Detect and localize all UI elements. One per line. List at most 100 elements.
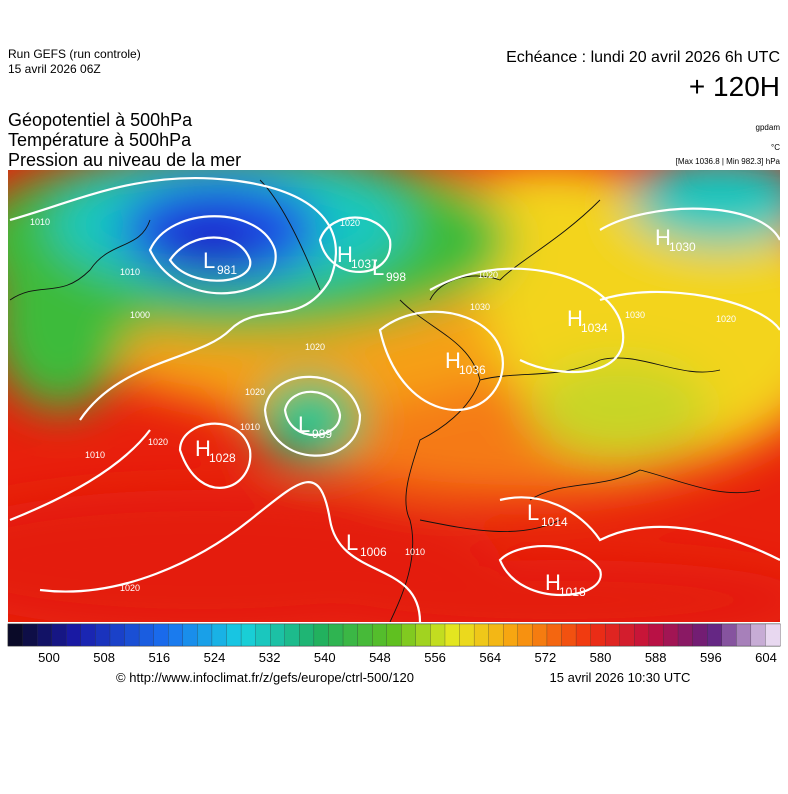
center-kind: L	[203, 248, 215, 273]
field: Géopotentiel à 500hPa	[8, 110, 193, 130]
field: Température à 500hPa	[8, 130, 192, 150]
unit: gpdam	[756, 123, 781, 132]
isobar-label: 1020	[716, 314, 736, 324]
colorbar-swatch	[444, 623, 461, 647]
colorbar-swatch	[270, 623, 286, 647]
colorbar-swatch	[284, 623, 300, 647]
colorbar-swatch	[546, 623, 563, 647]
colorbar-swatch	[415, 623, 432, 647]
center-value: 1018	[559, 585, 586, 599]
center-kind: L	[527, 500, 539, 525]
isobar-label: 1020	[245, 387, 265, 397]
center-value: 1006	[360, 545, 387, 559]
colorbar-swatch	[342, 623, 359, 647]
colorbar-swatch	[401, 623, 417, 647]
colorbar-swatch	[459, 623, 475, 647]
colorbar-tick-label: 532	[259, 650, 281, 665]
field: Pression au niveau de la mer	[8, 150, 241, 170]
colorbar-tick-label: 596	[700, 650, 722, 665]
colorbar-tick-label: 588	[645, 650, 667, 665]
run-date: 15 avril 2026 06Z	[8, 62, 101, 76]
colorbar-swatch	[7, 623, 24, 647]
center-value: 989	[312, 427, 332, 441]
isobar-label: 1010	[85, 450, 105, 460]
colorbar-tick-label: 500	[38, 650, 60, 665]
colorbar: 500 508 516 524 532 540 548 556 564 572 580 588 596 6…	[7, 623, 781, 665]
isobar-label: 1000	[130, 310, 150, 320]
colorbar-swatch	[430, 623, 446, 647]
colorbar-swatch	[153, 623, 169, 647]
center-kind: H	[655, 225, 671, 250]
colorbar-swatch	[168, 623, 184, 647]
isobar-label: 1010	[240, 422, 260, 432]
colorbar-swatch	[488, 623, 504, 647]
colorbar-swatch	[532, 623, 548, 647]
center-value: 1036	[459, 363, 486, 377]
center-value: 1028	[209, 451, 236, 465]
colorbar-swatch	[22, 623, 38, 647]
isobar-label: 1020	[148, 437, 168, 447]
center-value: 1014	[541, 515, 568, 529]
center-kind: H	[545, 570, 561, 595]
source: © http://www.infoclimat.fr/z/gefs/europe…	[116, 670, 414, 685]
colorbar-swatch	[36, 623, 53, 647]
isobar-label: 1010	[405, 547, 425, 557]
colorbar-swatch	[590, 623, 606, 647]
colorbar-swatch	[197, 623, 213, 647]
center-kind: H	[567, 306, 583, 331]
colorbar-swatch	[211, 623, 228, 647]
unit: [Max 1036.8 | Min 982.3] hPa	[676, 157, 781, 166]
center-value: 998	[386, 270, 406, 284]
colorbar-tick-label: 580	[590, 650, 612, 665]
run: Run GEFS (run controle)	[8, 47, 141, 61]
center-kind: L	[346, 530, 358, 555]
center-kind: H	[337, 242, 353, 267]
colorbar-tick-label: 516	[148, 650, 170, 665]
colorbar-tick-label: 556	[424, 650, 446, 665]
colorbar-tick-label: 572	[535, 650, 557, 665]
colorbar-swatch	[95, 623, 111, 647]
colorbar-swatch	[124, 623, 140, 647]
colorbar-swatch	[575, 623, 592, 647]
colorbar-tick-label: 564	[479, 650, 501, 665]
colorbar-tick-label: 548	[369, 650, 391, 665]
colorbar-swatch	[182, 623, 199, 647]
center-kind: H	[195, 436, 211, 461]
center-kind: L	[298, 412, 310, 437]
colorbar-swatch	[677, 623, 694, 647]
colorbar-swatch	[736, 623, 752, 647]
colorbar-swatch	[663, 623, 679, 647]
colorbar-swatch	[634, 623, 650, 647]
isobar-label: 1010	[120, 267, 140, 277]
colorbar-swatch	[51, 623, 67, 647]
colorbar-swatch	[765, 623, 781, 647]
center-kind: L	[372, 255, 384, 280]
colorbar-swatch	[80, 623, 97, 647]
colorbar-swatch	[240, 623, 257, 647]
colorbar-swatch	[372, 623, 388, 647]
center-value: 981	[217, 263, 237, 277]
center-kind: H	[445, 348, 461, 373]
colorbar-swatch	[517, 623, 534, 647]
map: 1010 1020 1000 1010 1020 1020 1030 1020 …	[8, 170, 780, 622]
colorbar-tick-label: 604	[755, 650, 777, 665]
isobar-label: 1020	[340, 218, 360, 228]
colorbar-swatch	[255, 623, 271, 647]
isobar-label: 1030	[470, 302, 490, 312]
isobar-label: 1020	[305, 342, 325, 352]
center-value: 1034	[581, 321, 608, 335]
colorbar-swatch	[138, 623, 155, 647]
colorbar-swatch	[473, 623, 490, 647]
colorbar-swatch	[707, 623, 723, 647]
colorbar-swatch	[605, 623, 621, 647]
colorbar-swatch	[750, 623, 767, 647]
isobar-label: 1010	[30, 217, 50, 227]
colorbar-swatch	[66, 623, 82, 647]
colorbar-swatch	[721, 623, 737, 647]
colorbar-tick-label: 540	[314, 650, 336, 665]
center-value: 1037	[351, 257, 378, 271]
colorbar-swatch	[328, 623, 344, 647]
colorbar-tick-label: 508	[93, 650, 115, 665]
colorbar-tick-label: 524	[204, 650, 226, 665]
